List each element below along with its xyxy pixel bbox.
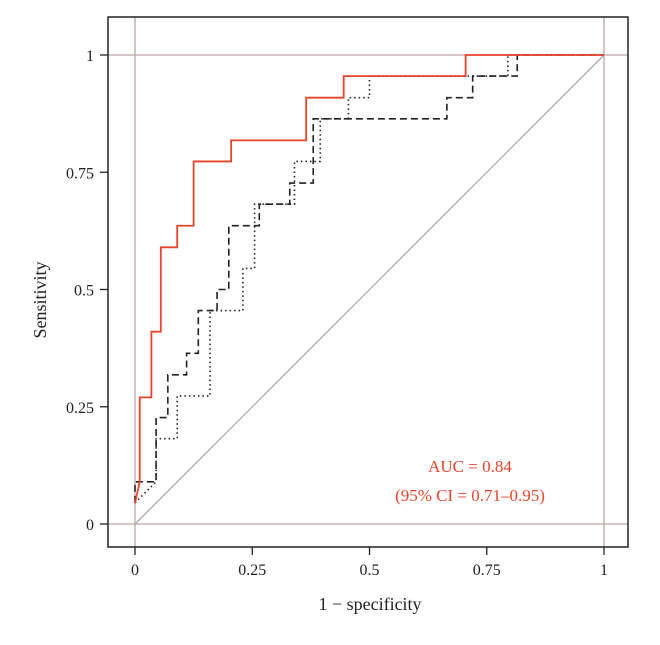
x-tick-label: 0.5	[360, 562, 380, 579]
roc-curve-dashed	[134, 54, 604, 503]
plot-background	[108, 17, 628, 547]
y-axis-title: Sensitivity	[30, 261, 50, 338]
plot-frame	[107, 16, 629, 548]
roc-curve-reference	[134, 54, 605, 525]
ci-annotation: (95% CI = 0.71–0.95)	[395, 486, 545, 505]
x-axis-title: 1 − specificity	[318, 594, 421, 614]
x-axis-ticks: 0 0.25 0.5 0.75 1	[131, 547, 608, 579]
roc-curve-solid	[134, 54, 604, 504]
x-tick-label: 0.25	[238, 562, 266, 579]
y-axis-ticks: 0 0.25 0.5 0.75 1	[66, 48, 108, 534]
series-layer	[134, 54, 605, 525]
x-tick-label: 1	[600, 562, 608, 579]
y-tick-label: 0.5	[74, 283, 94, 300]
x-tick-label: 0	[131, 562, 139, 579]
y-tick-label: 1	[86, 48, 94, 65]
auc-annotation: AUC = 0.84	[428, 457, 512, 476]
y-tick-label: 0	[86, 517, 94, 534]
x-tick-label: 0.75	[473, 562, 501, 579]
y-tick-label: 0.25	[66, 400, 94, 417]
y-tick-label: 0.75	[66, 165, 94, 182]
